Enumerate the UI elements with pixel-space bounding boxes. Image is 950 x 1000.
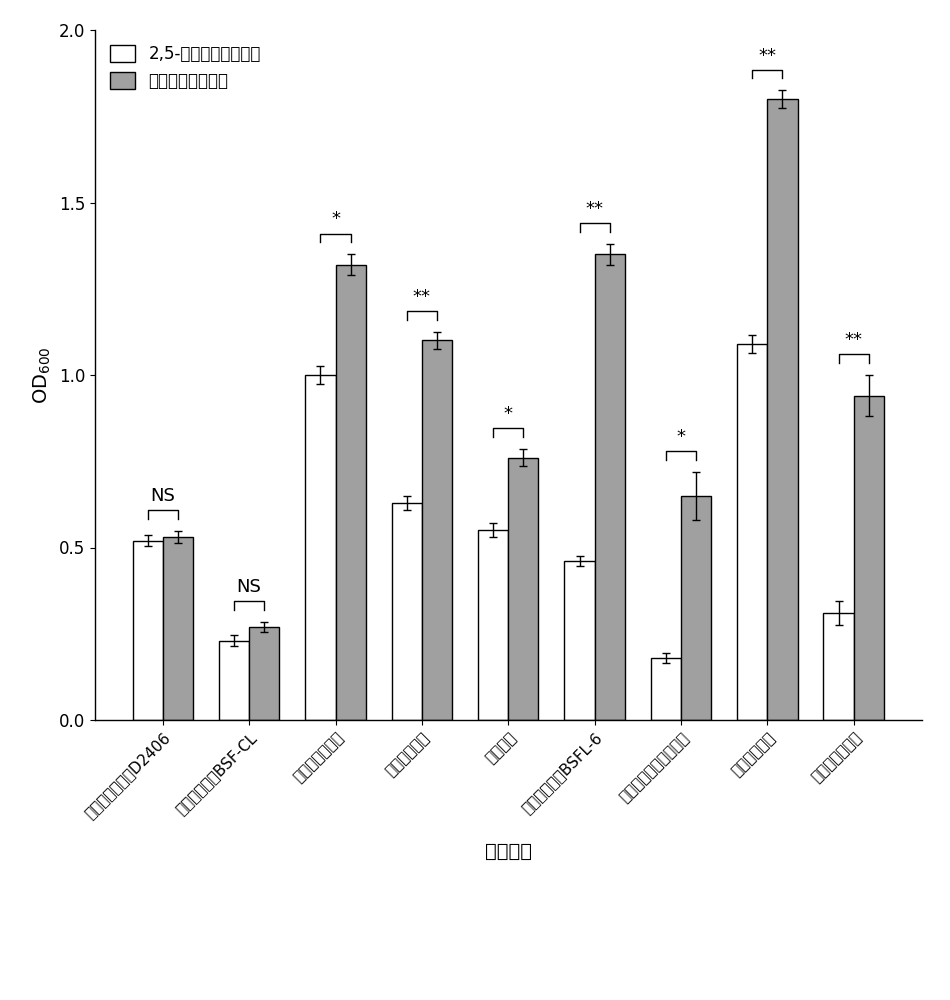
Legend: 2,5-二甲基吵咐燰蚕组, 无试剂燰蚕对照组: 2,5-二甲基吵咐燰蚕组, 无试剂燰蚕对照组: [104, 38, 267, 96]
Bar: [737, 344, 768, 720]
Bar: [651, 658, 681, 720]
Bar: [564, 561, 595, 720]
X-axis label: 指示菈株: 指示菈株: [484, 842, 532, 861]
Bar: [854, 396, 884, 720]
Bar: [249, 627, 279, 720]
Text: *: *: [676, 428, 686, 446]
Text: **: **: [758, 46, 776, 64]
Bar: [478, 530, 508, 720]
Bar: [824, 613, 854, 720]
Bar: [133, 541, 162, 720]
Text: **: **: [845, 331, 863, 349]
Text: **: **: [413, 288, 431, 306]
Bar: [422, 340, 452, 720]
Bar: [595, 254, 625, 720]
Bar: [508, 458, 539, 720]
Bar: [391, 503, 422, 720]
Y-axis label: OD$_{600}$: OD$_{600}$: [32, 346, 53, 404]
Bar: [162, 537, 193, 720]
Text: *: *: [504, 405, 513, 423]
Text: NS: NS: [150, 487, 175, 505]
Bar: [218, 641, 249, 720]
Bar: [768, 99, 798, 720]
Text: NS: NS: [237, 578, 261, 596]
Text: **: **: [585, 200, 603, 218]
Bar: [681, 496, 712, 720]
Bar: [335, 265, 366, 720]
Text: *: *: [331, 210, 340, 228]
Bar: [305, 375, 335, 720]
